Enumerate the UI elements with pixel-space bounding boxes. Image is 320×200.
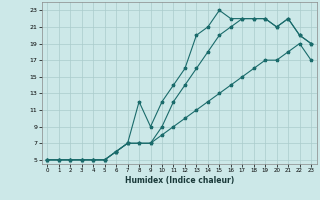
X-axis label: Humidex (Indice chaleur): Humidex (Indice chaleur) (124, 176, 234, 185)
